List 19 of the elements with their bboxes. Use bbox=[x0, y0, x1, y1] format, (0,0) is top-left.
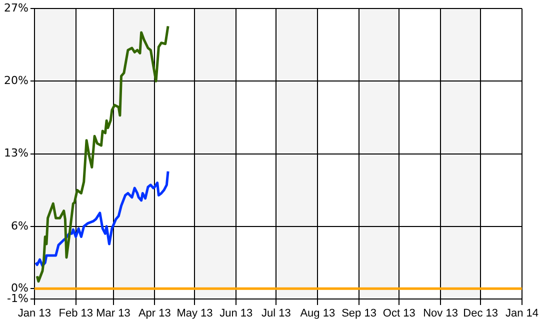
y-tick-label: 0% bbox=[10, 281, 28, 294]
x-tick-label: Jul 13 bbox=[262, 308, 291, 320]
y-tick-label: 13% bbox=[4, 146, 28, 160]
x-tick-label: Jun 13 bbox=[220, 308, 253, 320]
y-tick-label: 20% bbox=[4, 74, 28, 88]
x-tick-label: Sep 13 bbox=[342, 308, 376, 320]
x-tick-label: Dec 13 bbox=[463, 308, 498, 320]
x-tick-label: Jan 14 bbox=[505, 308, 539, 320]
y-tick-label: 6% bbox=[10, 219, 28, 232]
x-tick-label: Jan 13 bbox=[18, 308, 51, 320]
x-tick-label: Feb 13 bbox=[58, 308, 93, 320]
y-tick-label: 27% bbox=[4, 1, 28, 14]
x-tick-label: Oct 13 bbox=[382, 308, 416, 320]
x-tick-label: Nov 13 bbox=[423, 308, 458, 320]
x-tick-label: Aug 13 bbox=[300, 308, 336, 320]
x-tick-label: May 13 bbox=[176, 308, 213, 320]
y-tick-label: -1% bbox=[7, 292, 28, 305]
x-tick-label: Mar 13 bbox=[96, 308, 130, 320]
x-tick-label: Apr 13 bbox=[138, 308, 171, 320]
